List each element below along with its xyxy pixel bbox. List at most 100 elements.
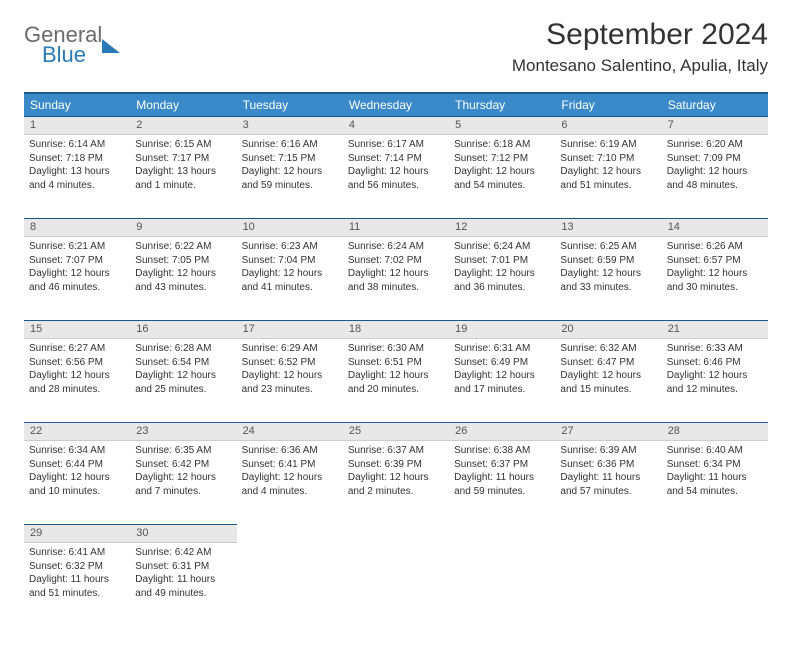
sunset-line: Sunset: 7:15 PM [242, 152, 338, 166]
day-number: 22 [24, 423, 130, 439]
sunrise-line: Sunrise: 6:25 AM [560, 240, 656, 254]
day-number: 6 [555, 117, 661, 133]
daynum-row: 891011121314 [24, 219, 768, 237]
day-cell: Sunrise: 6:32 AMSunset: 6:47 PMDaylight:… [555, 339, 661, 423]
daynum-cell: 19 [449, 321, 555, 339]
weekday-header: Friday [555, 93, 661, 117]
logo-line2: Blue [42, 44, 102, 66]
day-cell: Sunrise: 6:30 AMSunset: 6:51 PMDaylight:… [343, 339, 449, 423]
day-cell: Sunrise: 6:40 AMSunset: 6:34 PMDaylight:… [662, 441, 768, 525]
sunset-line: Sunset: 7:04 PM [242, 254, 338, 268]
day-cell: Sunrise: 6:24 AMSunset: 7:02 PMDaylight:… [343, 237, 449, 321]
day-cell: Sunrise: 6:41 AMSunset: 6:32 PMDaylight:… [24, 543, 130, 627]
sunrise-line: Sunrise: 6:30 AM [348, 342, 444, 356]
daylight-line: Daylight: 12 hours and 12 minutes. [667, 369, 763, 396]
weekday-header: Tuesday [237, 93, 343, 117]
daynum-cell: 29 [24, 525, 130, 543]
sunset-line: Sunset: 6:52 PM [242, 356, 338, 370]
day-cell: Sunrise: 6:38 AMSunset: 6:37 PMDaylight:… [449, 441, 555, 525]
day-number: 29 [24, 525, 130, 541]
daynum-cell [555, 525, 661, 543]
day-cell: Sunrise: 6:26 AMSunset: 6:57 PMDaylight:… [662, 237, 768, 321]
weekday-header: Saturday [662, 93, 768, 117]
day-cell [662, 543, 768, 627]
day-cell [449, 543, 555, 627]
daylight-line: Daylight: 12 hours and 17 minutes. [454, 369, 550, 396]
daynum-cell: 18 [343, 321, 449, 339]
daylight-line: Daylight: 12 hours and 59 minutes. [242, 165, 338, 192]
sunset-line: Sunset: 6:57 PM [667, 254, 763, 268]
week-row: Sunrise: 6:27 AMSunset: 6:56 PMDaylight:… [24, 339, 768, 423]
sunrise-line: Sunrise: 6:37 AM [348, 444, 444, 458]
week-row: Sunrise: 6:21 AMSunset: 7:07 PMDaylight:… [24, 237, 768, 321]
daylight-line: Daylight: 12 hours and 43 minutes. [135, 267, 231, 294]
day-cell: Sunrise: 6:35 AMSunset: 6:42 PMDaylight:… [130, 441, 236, 525]
sunset-line: Sunset: 6:39 PM [348, 458, 444, 472]
daylight-line: Daylight: 12 hours and 10 minutes. [29, 471, 125, 498]
day-cell: Sunrise: 6:34 AMSunset: 6:44 PMDaylight:… [24, 441, 130, 525]
sunset-line: Sunset: 6:51 PM [348, 356, 444, 370]
sunset-line: Sunset: 7:14 PM [348, 152, 444, 166]
day-number: 26 [449, 423, 555, 439]
daynum-cell: 2 [130, 117, 236, 135]
day-number: 8 [24, 219, 130, 235]
day-cell: Sunrise: 6:24 AMSunset: 7:01 PMDaylight:… [449, 237, 555, 321]
sunrise-line: Sunrise: 6:17 AM [348, 138, 444, 152]
daynum-row: 15161718192021 [24, 321, 768, 339]
sunset-line: Sunset: 7:18 PM [29, 152, 125, 166]
daynum-cell: 26 [449, 423, 555, 441]
daynum-row: 1234567 [24, 117, 768, 135]
daynum-cell: 14 [662, 219, 768, 237]
day-cell: Sunrise: 6:22 AMSunset: 7:05 PMDaylight:… [130, 237, 236, 321]
day-cell: Sunrise: 6:20 AMSunset: 7:09 PMDaylight:… [662, 135, 768, 219]
daylight-line: Daylight: 12 hours and 7 minutes. [135, 471, 231, 498]
daynum-cell: 22 [24, 423, 130, 441]
sunset-line: Sunset: 6:37 PM [454, 458, 550, 472]
daylight-line: Daylight: 12 hours and 56 minutes. [348, 165, 444, 192]
daynum-row: 2930 [24, 525, 768, 543]
sunset-line: Sunset: 6:34 PM [667, 458, 763, 472]
sunset-line: Sunset: 6:32 PM [29, 560, 125, 574]
sunrise-line: Sunrise: 6:32 AM [560, 342, 656, 356]
sunrise-line: Sunrise: 6:35 AM [135, 444, 231, 458]
day-number: 16 [130, 321, 236, 337]
week-row: Sunrise: 6:14 AMSunset: 7:18 PMDaylight:… [24, 135, 768, 219]
day-cell: Sunrise: 6:28 AMSunset: 6:54 PMDaylight:… [130, 339, 236, 423]
sunset-line: Sunset: 7:09 PM [667, 152, 763, 166]
daylight-line: Daylight: 11 hours and 49 minutes. [135, 573, 231, 600]
daynum-cell: 13 [555, 219, 661, 237]
sunset-line: Sunset: 6:42 PM [135, 458, 231, 472]
day-cell: Sunrise: 6:15 AMSunset: 7:17 PMDaylight:… [130, 135, 236, 219]
daynum-cell: 6 [555, 117, 661, 135]
daynum-cell [343, 525, 449, 543]
day-number: 14 [662, 219, 768, 235]
sunrise-line: Sunrise: 6:36 AM [242, 444, 338, 458]
daynum-cell: 17 [237, 321, 343, 339]
daylight-line: Daylight: 12 hours and 23 minutes. [242, 369, 338, 396]
sunrise-line: Sunrise: 6:19 AM [560, 138, 656, 152]
daylight-line: Daylight: 13 hours and 1 minute. [135, 165, 231, 192]
day-number: 7 [662, 117, 768, 133]
weekday-header-row: Sunday Monday Tuesday Wednesday Thursday… [24, 93, 768, 117]
weekday-header: Thursday [449, 93, 555, 117]
day-number: 15 [24, 321, 130, 337]
day-cell: Sunrise: 6:19 AMSunset: 7:10 PMDaylight:… [555, 135, 661, 219]
daynum-cell: 9 [130, 219, 236, 237]
calendar-table: Sunday Monday Tuesday Wednesday Thursday… [24, 92, 768, 627]
sunset-line: Sunset: 7:01 PM [454, 254, 550, 268]
sunrise-line: Sunrise: 6:16 AM [242, 138, 338, 152]
day-cell: Sunrise: 6:37 AMSunset: 6:39 PMDaylight:… [343, 441, 449, 525]
day-cell [237, 543, 343, 627]
daynum-cell: 24 [237, 423, 343, 441]
daylight-line: Daylight: 12 hours and 15 minutes. [560, 369, 656, 396]
sunrise-line: Sunrise: 6:22 AM [135, 240, 231, 254]
daynum-cell: 16 [130, 321, 236, 339]
daylight-line: Daylight: 12 hours and 51 minutes. [560, 165, 656, 192]
day-number: 3 [237, 117, 343, 133]
day-cell [555, 543, 661, 627]
weekday-header: Wednesday [343, 93, 449, 117]
daylight-line: Daylight: 12 hours and 38 minutes. [348, 267, 444, 294]
daylight-line: Daylight: 11 hours and 57 minutes. [560, 471, 656, 498]
day-cell: Sunrise: 6:29 AMSunset: 6:52 PMDaylight:… [237, 339, 343, 423]
day-number: 5 [449, 117, 555, 133]
